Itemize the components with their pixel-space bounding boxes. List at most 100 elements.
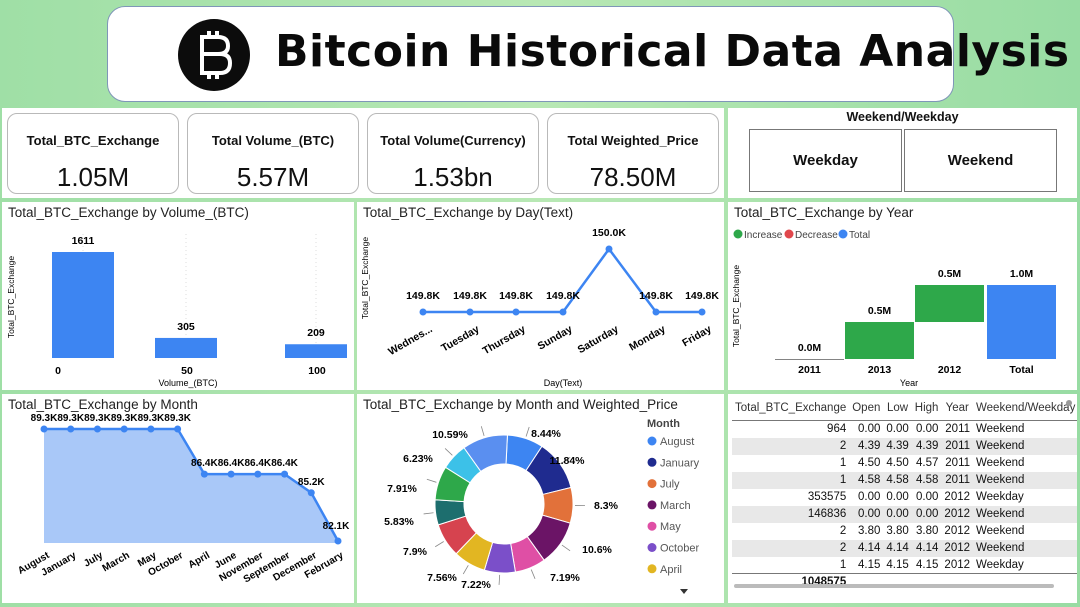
data-point — [147, 425, 155, 433]
y-axis-title: Total_BTC_Exchange — [6, 256, 16, 338]
legend-increase-icon — [733, 229, 743, 239]
y-axis-title: Total_BTC_Exchange — [731, 265, 741, 347]
column-header[interactable]: Low — [887, 402, 909, 414]
table-cell: Weekend — [973, 471, 1077, 489]
table-cell: Weekend — [973, 505, 1077, 523]
legend-label: July — [660, 479, 680, 491]
table-cell: 3.80 — [916, 525, 939, 537]
column-header[interactable]: Year — [945, 402, 969, 414]
waterfall-bar — [845, 322, 914, 359]
legend-marker-icon — [647, 521, 657, 531]
slice-label: 7.19% — [550, 572, 580, 584]
table-cell: 2012 — [941, 539, 974, 557]
slicer-option-weekday[interactable]: Weekday — [749, 129, 902, 192]
table-cell: 3.80 — [886, 525, 909, 537]
table-cell: 2011 — [945, 423, 971, 436]
table-cell: Weekend — [976, 423, 1025, 436]
slicer-option-weekend[interactable]: Weekend — [904, 129, 1057, 192]
table-cell: 146836 — [732, 505, 850, 523]
horizontal-scrollbar[interactable] — [734, 584, 1054, 588]
legend-scroll-down-icon — [680, 589, 688, 594]
column-header[interactable]: Weekend/Weekday — [976, 402, 1076, 414]
chart-area-by-month: 89.3KAugust89.3KJanuary89.3KJuly89.3KMar… — [16, 413, 350, 585]
legend-total-icon — [838, 229, 848, 239]
data-point — [559, 308, 567, 316]
data-table-panel: Total_BTC_Exchange Open Low High Year Weekend… — [728, 394, 1077, 603]
table-cell: Weekday — [976, 558, 1024, 571]
chart-panel-volume: Total_BTC_Exchange by Volume_(BTC) 1611 0… — [2, 202, 354, 390]
slice-label: 8.3% — [594, 500, 619, 512]
table-row: 1 4.15 4.15 4.15 2012 Weekday — [732, 557, 1077, 574]
chart-bar-by-volume: 1611 0 305 50 209 100 Volume_(BTC) Total_BTC_Ex… — [6, 234, 347, 388]
legend-label: May — [660, 521, 681, 533]
x-tick-label: Thursday — [481, 323, 528, 357]
chart-panel-year: Total_BTC_Exchange by Year Increase Decre… — [728, 202, 1077, 390]
x-tick-label: Wednes... — [386, 323, 434, 358]
legend-label: Increase — [744, 230, 783, 241]
kpi-card-total-volume-btc: Total Volume_(BTC) 5.57M — [187, 113, 359, 194]
column-header[interactable]: Total_BTC_Exchange — [735, 402, 847, 414]
table-cell: 2011 — [941, 471, 974, 489]
table-cell: 2 — [839, 525, 847, 537]
legend-label: Total — [849, 230, 870, 241]
slice-label: 7.91% — [387, 483, 417, 495]
table-row: 2 3.80 3.80 3.80 2012 Weekend — [732, 523, 1077, 540]
data-point — [174, 425, 182, 433]
slice-label: 7.9% — [403, 546, 428, 558]
data-label: 149.8K — [639, 290, 673, 302]
kpi-value: 1.05M — [56, 162, 130, 192]
table-cell: 2 — [732, 437, 850, 455]
chart-panel-month-weighted: Total_BTC_Exchange by Month and Weighted… — [357, 394, 724, 603]
data-label: 149.8K — [499, 290, 533, 302]
slice-label: 7.22% — [461, 579, 491, 591]
chart-title: Total_BTC_Exchange by Day(Text) — [363, 205, 574, 220]
x-tick-label: Total — [1009, 364, 1033, 376]
x-tick-label: Tuesday — [439, 323, 481, 354]
data-label: 86.4K — [244, 458, 271, 469]
bar — [285, 344, 347, 358]
data-label: 86.4K — [191, 458, 218, 469]
table-cell: Weekend — [973, 539, 1077, 557]
waterfall-bar — [915, 285, 984, 322]
x-tick-label: 2013 — [868, 364, 892, 376]
slice-label: 11.84% — [549, 455, 585, 467]
kpi-card-total-btc-exchange: Total_BTC_Exchange 1.05M — [7, 113, 179, 194]
kpi-card-total-volume-currency: Total Volume(Currency) 1.53bn — [367, 113, 539, 194]
table-cell: Weekday — [976, 491, 1024, 503]
table-cell: 353575 — [807, 491, 847, 503]
data-point — [227, 470, 235, 478]
data-label: 149.8K — [546, 290, 580, 302]
data-point — [200, 470, 208, 478]
bar — [155, 337, 217, 358]
legend-marker-icon — [647, 500, 657, 510]
table-cell: 0.00 — [916, 491, 939, 503]
slice-label: 8.44% — [531, 428, 561, 440]
kpi-value: 78.50M — [589, 162, 677, 192]
leader-line — [561, 544, 571, 552]
table-cell: Weekend — [973, 437, 1077, 455]
column-header[interactable]: Open — [852, 402, 881, 414]
table-cell: 2011 — [945, 457, 971, 469]
bar — [52, 252, 114, 358]
slicer-title: Weekend/Weekday — [846, 110, 959, 124]
column-header[interactable]: High — [914, 402, 939, 414]
data-label: 149.8K — [453, 290, 487, 302]
data-point — [605, 245, 613, 253]
x-tick-label: 2012 — [938, 364, 962, 376]
slice-label: 10.59% — [432, 429, 468, 441]
bar-data-label: 1.0M — [1010, 268, 1034, 280]
table-cell: 2012 — [944, 491, 971, 503]
table-cell: 4.15 — [857, 558, 881, 571]
data-point — [512, 308, 520, 316]
data-point — [334, 537, 342, 545]
leader-line — [561, 456, 571, 464]
data-point — [67, 425, 75, 433]
data-point — [93, 425, 101, 433]
data-point — [652, 308, 660, 316]
scrollbar-thumb[interactable] — [1066, 400, 1072, 406]
data-label: 150.0K — [592, 227, 626, 239]
table-cell: 2012 — [944, 525, 971, 537]
slice-label: 6.23% — [403, 453, 433, 465]
data-point — [419, 308, 427, 316]
table-cell: 964 — [827, 423, 847, 436]
